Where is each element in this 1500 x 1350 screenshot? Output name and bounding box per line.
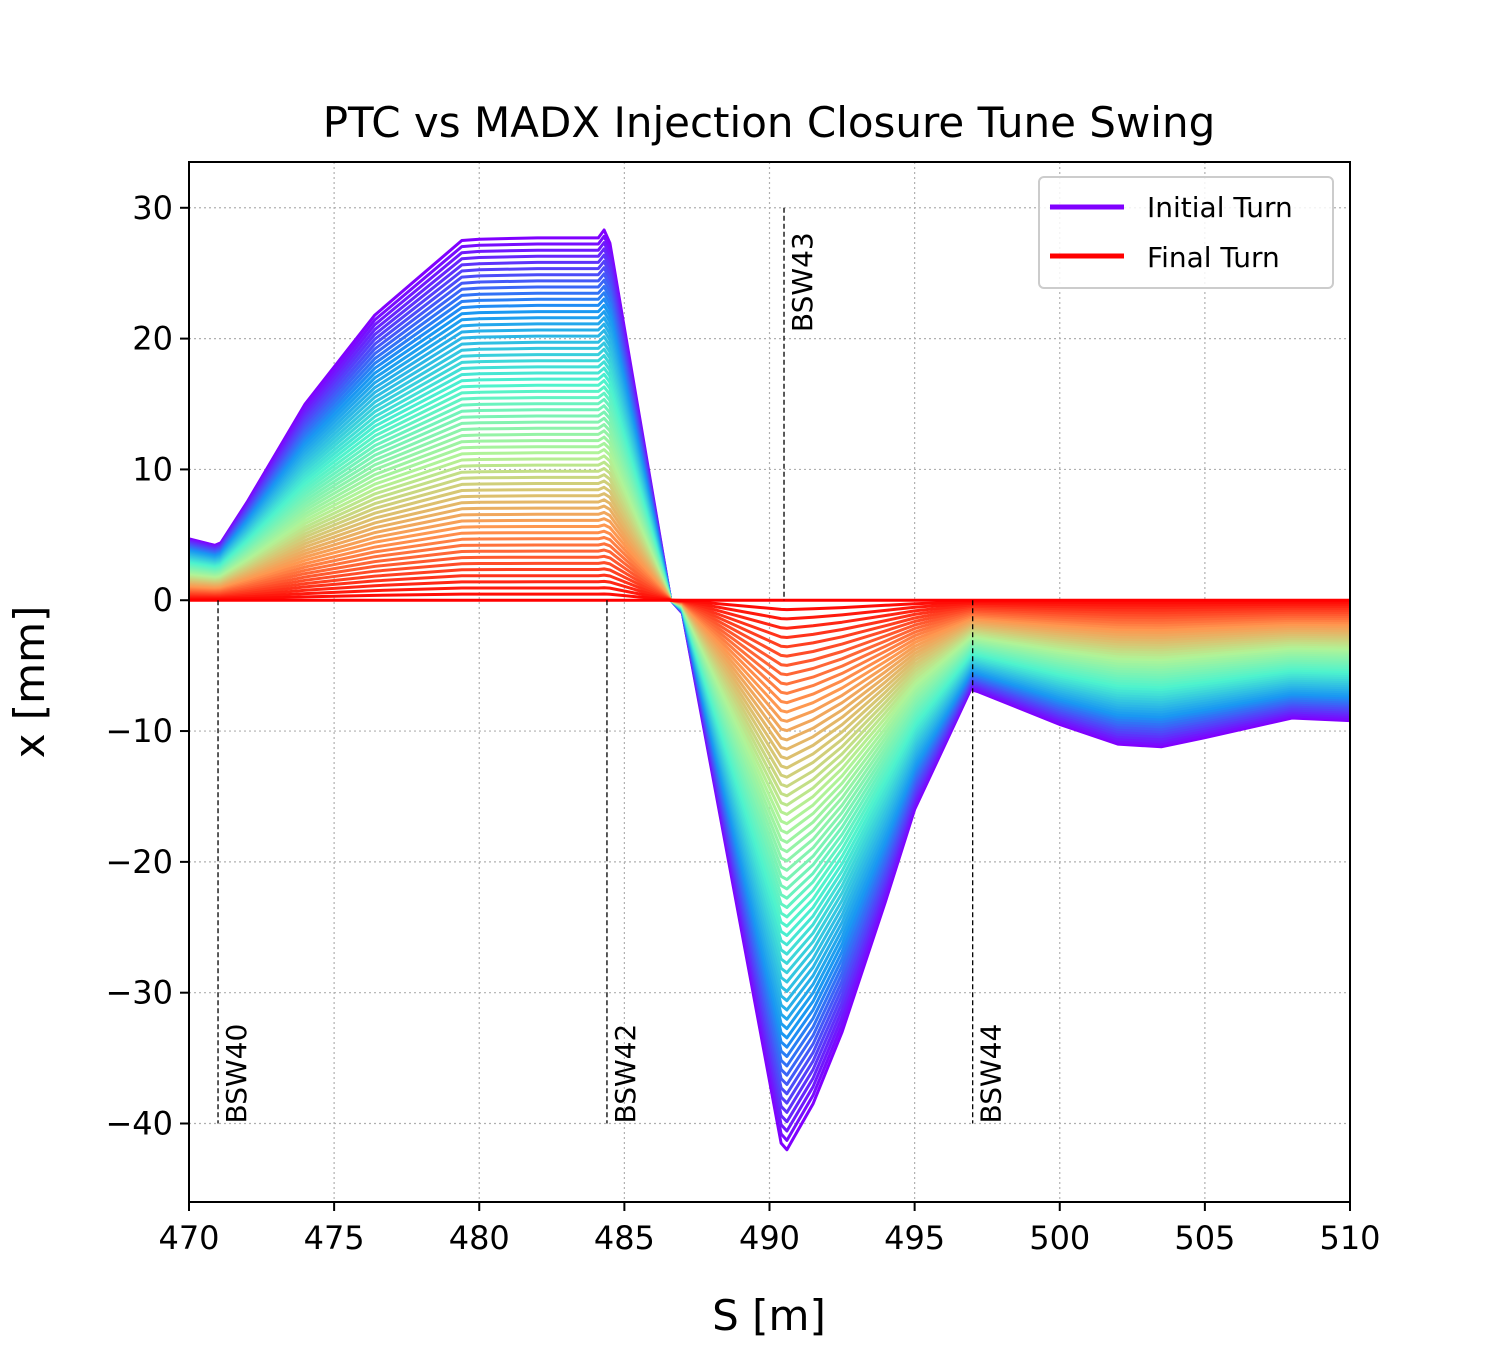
x-tick-label: 505 — [1174, 1219, 1235, 1257]
x-tick-label: 485 — [594, 1219, 655, 1257]
chart-title: PTC vs MADX Injection Closure Tune Swing — [323, 98, 1216, 147]
y-tick-label: −40 — [105, 1105, 173, 1143]
x-tick-label: 470 — [158, 1219, 219, 1257]
y-axis-label: x [mm] — [5, 606, 54, 759]
y-tick-label: −20 — [105, 843, 173, 881]
x-axis-ticks: 470 475 480 485 490 495 500 505 510 — [158, 1202, 1381, 1257]
marker-label-bsw40: BSW40 — [220, 1024, 253, 1124]
legend: Initial Turn Final Turn — [1038, 176, 1334, 289]
marker-label-bsw44: BSW44 — [975, 1024, 1008, 1124]
y-axis-ticks: −40 −30 −20 −10 0 10 20 30 — [105, 189, 189, 1143]
x-tick-label: 510 — [1319, 1219, 1380, 1257]
marker-label-bsw42: BSW42 — [609, 1024, 642, 1124]
x-tick-label: 480 — [449, 1219, 510, 1257]
y-tick-label: 30 — [132, 189, 173, 227]
series-group — [189, 228, 1350, 1152]
y-tick-label: −30 — [105, 974, 173, 1012]
y-tick-label: −10 — [105, 712, 173, 750]
y-tick-label: 10 — [132, 450, 173, 488]
legend-label-initial-turn: Initial Turn — [1147, 191, 1293, 224]
y-tick-label: 20 — [132, 320, 173, 358]
x-tick-label: 500 — [1029, 1219, 1090, 1257]
x-tick-label: 490 — [739, 1219, 800, 1257]
marker-lines: BSW40 BSW42 BSW43 BSW44 — [217, 207, 1008, 1124]
legend-label-final-turn: Final Turn — [1147, 241, 1280, 274]
x-tick-label: 495 — [884, 1219, 945, 1257]
marker-label-bsw43: BSW43 — [786, 232, 819, 332]
x-axis-label: S [m] — [712, 1291, 826, 1340]
y-tick-label: 0 — [153, 581, 173, 619]
x-tick-label: 475 — [304, 1219, 365, 1257]
